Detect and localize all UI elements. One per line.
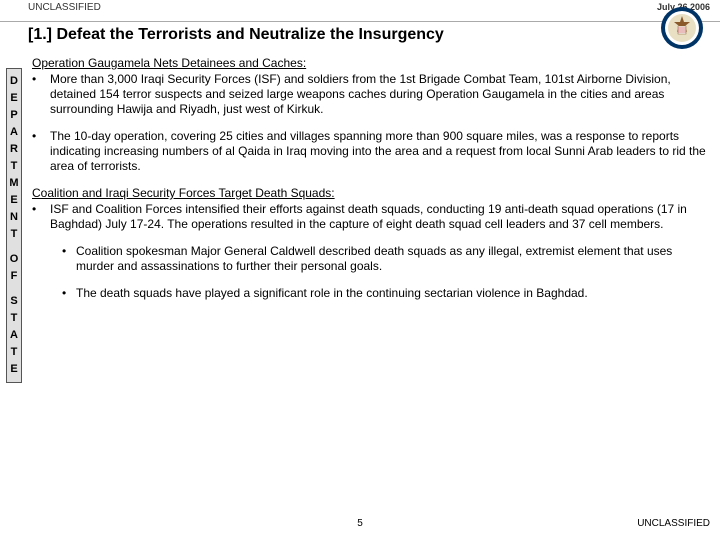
sidebar-letter: O bbox=[7, 251, 21, 268]
sidebar-letter bbox=[7, 243, 21, 251]
classification-bottom: UNCLASSIFIED bbox=[637, 518, 710, 529]
bullet-marker: • bbox=[62, 244, 76, 274]
sidebar-letter: E bbox=[7, 361, 21, 378]
sidebar-letter: P bbox=[7, 107, 21, 124]
sidebar-letter: A bbox=[7, 124, 21, 141]
bullet-marker: • bbox=[32, 202, 50, 232]
bullet-item: • The 10-day operation, covering 25 citi… bbox=[32, 129, 710, 174]
sidebar-letter: N bbox=[7, 209, 21, 226]
page-title: [1.] Defeat the Terrorists and Neutraliz… bbox=[0, 22, 720, 50]
page-number: 5 bbox=[357, 518, 363, 529]
footer: 5 UNCLASSIFIED bbox=[0, 518, 720, 536]
content-area: Operation Gaugamela Nets Detainees and C… bbox=[32, 56, 710, 512]
bullet-marker: • bbox=[32, 129, 50, 174]
section-heading: Coalition and Iraqi Security Forces Targ… bbox=[32, 186, 710, 201]
state-dept-seal-icon bbox=[660, 6, 704, 50]
bullet-text: ISF and Coalition Forces intensified the… bbox=[50, 202, 710, 232]
sidebar-letter: E bbox=[7, 192, 21, 209]
bullet-marker: • bbox=[62, 286, 76, 301]
sub-bullet-item: • The death squads have played a signifi… bbox=[62, 286, 710, 301]
sidebar-letters: DEPARTMENT OF STATE bbox=[6, 68, 22, 383]
bullet-text: More than 3,000 Iraqi Security Forces (I… bbox=[50, 72, 710, 117]
sidebar-letter: A bbox=[7, 327, 21, 344]
sidebar-letter: M bbox=[7, 175, 21, 192]
sidebar-letter: E bbox=[7, 90, 21, 107]
sidebar-letter: R bbox=[7, 141, 21, 158]
header-bar: UNCLASSIFIED July 26 2006 bbox=[0, 0, 720, 22]
sidebar-letter bbox=[7, 285, 21, 293]
sidebar-letter: S bbox=[7, 293, 21, 310]
sidebar-letter: T bbox=[7, 344, 21, 361]
bullet-text: The 10-day operation, covering 25 cities… bbox=[50, 129, 710, 174]
bullet-text: Coalition spokesman Major General Caldwe… bbox=[76, 244, 710, 274]
classification-top: UNCLASSIFIED bbox=[28, 2, 101, 13]
bullet-marker: • bbox=[32, 72, 50, 117]
sub-bullet-item: • Coalition spokesman Major General Cald… bbox=[62, 244, 710, 274]
bullet-item: • ISF and Coalition Forces intensified t… bbox=[32, 202, 710, 232]
sidebar-letter: T bbox=[7, 158, 21, 175]
bullet-text: The death squads have played a significa… bbox=[76, 286, 710, 301]
sidebar-letter: T bbox=[7, 310, 21, 327]
bullet-item: • More than 3,000 Iraqi Security Forces … bbox=[32, 72, 710, 117]
section-heading: Operation Gaugamela Nets Detainees and C… bbox=[32, 56, 710, 71]
sidebar-letter: D bbox=[7, 73, 21, 90]
